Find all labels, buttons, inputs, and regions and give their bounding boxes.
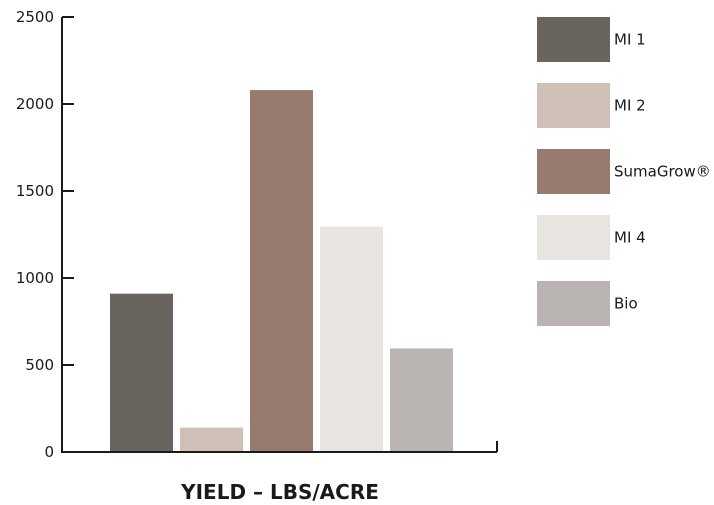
- bar-3: [250, 90, 313, 452]
- bar-4: [320, 226, 383, 452]
- y-tick-label-4: 2000: [16, 95, 54, 113]
- legend-swatch-1: [537, 17, 610, 62]
- legend-swatch-3: [537, 149, 610, 194]
- bars-group: [110, 90, 453, 452]
- x-axis-title: YIELD – LBS/ACRE: [180, 480, 379, 504]
- y-tick-label-5: 2500: [16, 8, 54, 26]
- legend-label-5: Bio: [614, 295, 638, 313]
- legend-label-2: MI 2: [614, 97, 646, 115]
- y-tick-label-1: 500: [25, 356, 54, 374]
- bar-5: [390, 348, 453, 452]
- legend: MI 1 MI 2 SumaGrow® MI 4 Bio: [537, 17, 711, 326]
- legend-swatch-4: [537, 215, 610, 260]
- bar-1: [110, 293, 173, 452]
- y-tick-label-3: 1500: [16, 182, 54, 200]
- legend-swatch-5: [537, 281, 610, 326]
- legend-label-1: MI 1: [614, 31, 646, 49]
- legend-label-4: MI 4: [614, 229, 646, 247]
- y-tick-label-2: 1000: [16, 269, 54, 287]
- legend-label-3: SumaGrow®: [614, 163, 711, 181]
- axes-group: 0 500 1000 1500 2000 2500: [16, 8, 498, 461]
- y-tick-label-0: 0: [44, 443, 54, 461]
- bar-2: [180, 427, 243, 452]
- legend-swatch-2: [537, 83, 610, 128]
